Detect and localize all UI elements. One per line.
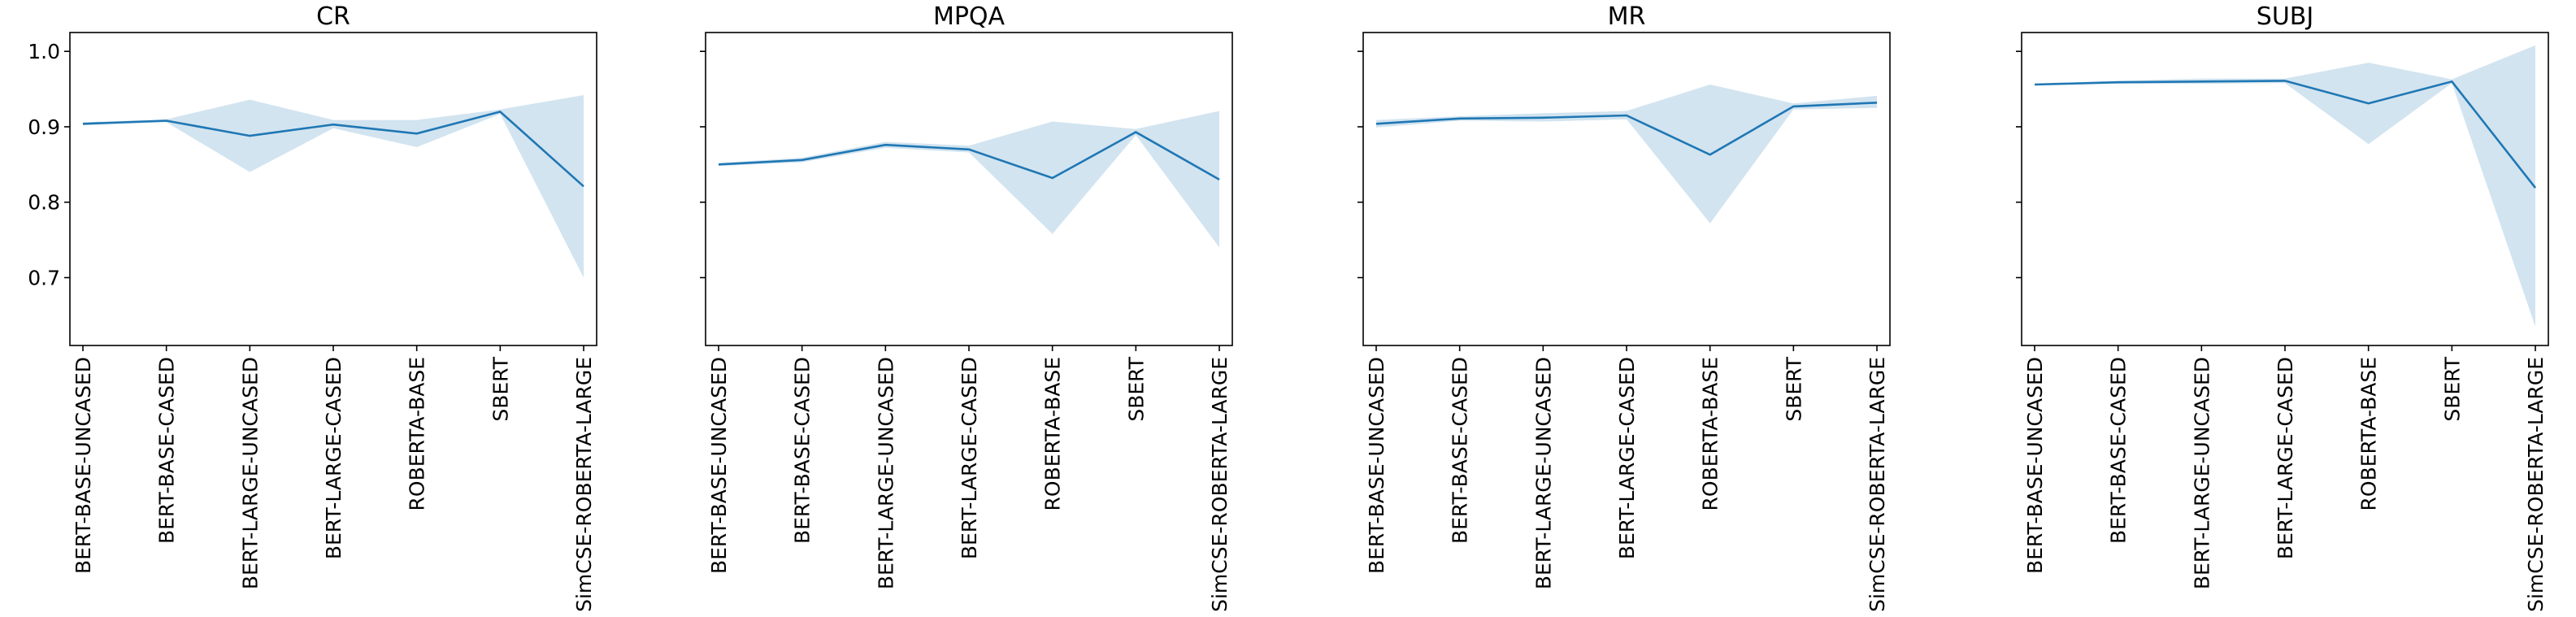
x-tick-label: SimCSE-ROBERTA-LARGE: [1208, 357, 1232, 612]
x-tick-label: BERT-LARGE-UNCASED: [2190, 357, 2213, 589]
x-tick-label: BERT-BASE-UNCASED: [1365, 357, 1388, 574]
x-tick-label: SimCSE-ROBERTA-LARGE: [2524, 357, 2548, 612]
y-tick-label: 1.0: [28, 40, 60, 63]
x-tick-label: BERT-BASE-CASED: [1449, 357, 1472, 544]
chart-panel-subj: SUBJ BERT-BASE-UNCASED BERT-BASE-CASED BERT…: [2016, 2, 2549, 612]
y-tick-label: 0.8: [28, 191, 60, 215]
x-tick-label: SBERT: [1782, 356, 1805, 421]
chart-panel-mr: MR BERT-BASE-UNCASED BERT-BASE-CASED BERT-L…: [1358, 2, 1891, 612]
y-tick-label: 0.9: [28, 115, 60, 139]
x-tick-label: BERT-BASE-UNCASED: [707, 357, 731, 574]
chart-panel-cr: CR 0.7 0.8 0.9 1.0 BERT-BASE-UNCASED BERT-BASE…: [28, 2, 597, 612]
x-tick-label: BERT-BASE-UNCASED: [2023, 357, 2047, 574]
x-tick-label: ROBERTA-BASE: [1041, 357, 1065, 511]
x-tick-label: BERT-LARGE-CASED: [2274, 357, 2297, 559]
confidence-band: [719, 111, 1219, 248]
x-tick-label: BERT-BASE-UNCASED: [72, 357, 95, 574]
x-tick-label: BERT-LARGE-CASED: [1615, 357, 1639, 559]
x-tick-label: SimCSE-ROBERTA-LARGE: [1866, 357, 1889, 612]
series-line: [1375, 102, 1878, 156]
x-tick-label: SimCSE-ROBERTA-LARGE: [572, 357, 596, 612]
x-tick-label: BERT-BASE-CASED: [791, 357, 815, 544]
x-tick-label: BERT-LARGE-CASED: [958, 357, 981, 559]
confidence-band: [1376, 85, 1877, 224]
x-tick-label: BERT-BASE-CASED: [155, 357, 179, 544]
axes-frame: [69, 32, 597, 346]
x-tick-label: BERT-LARGE-UNCASED: [874, 357, 897, 589]
x-tick-label: ROBERTA-BASE: [406, 357, 429, 511]
x-tick-label: ROBERTA-BASE: [1699, 357, 1722, 511]
x-tick-label: ROBERTA-BASE: [2357, 357, 2381, 511]
panel-title: SUBJ: [2257, 2, 2313, 31]
confidence-band: [2035, 45, 2535, 327]
x-tick-label: SBERT: [1124, 356, 1148, 421]
panel-title: MPQA: [933, 2, 1006, 31]
x-tick-label: BERT-BASE-CASED: [2107, 357, 2131, 544]
y-tick-label: 0.7: [28, 267, 60, 290]
confidence-band: [83, 95, 584, 278]
axes-frame: [1362, 32, 1891, 346]
axes-frame: [705, 32, 1233, 346]
panel-title: MR: [1608, 2, 1646, 31]
x-tick-label: BERT-LARGE-UNCASED: [238, 357, 262, 589]
chart-panel-mpqa: MPQA BERT-BASE-UNCASED BERT-BASE-CASED BERT…: [700, 2, 1233, 612]
x-tick-label: BERT-LARGE-UNCASED: [1531, 357, 1555, 589]
x-tick-label: SBERT: [489, 356, 512, 421]
x-tick-label: SBERT: [2440, 356, 2464, 421]
x-tick-label: BERT-LARGE-CASED: [322, 357, 345, 559]
panel-title: CR: [316, 2, 350, 31]
